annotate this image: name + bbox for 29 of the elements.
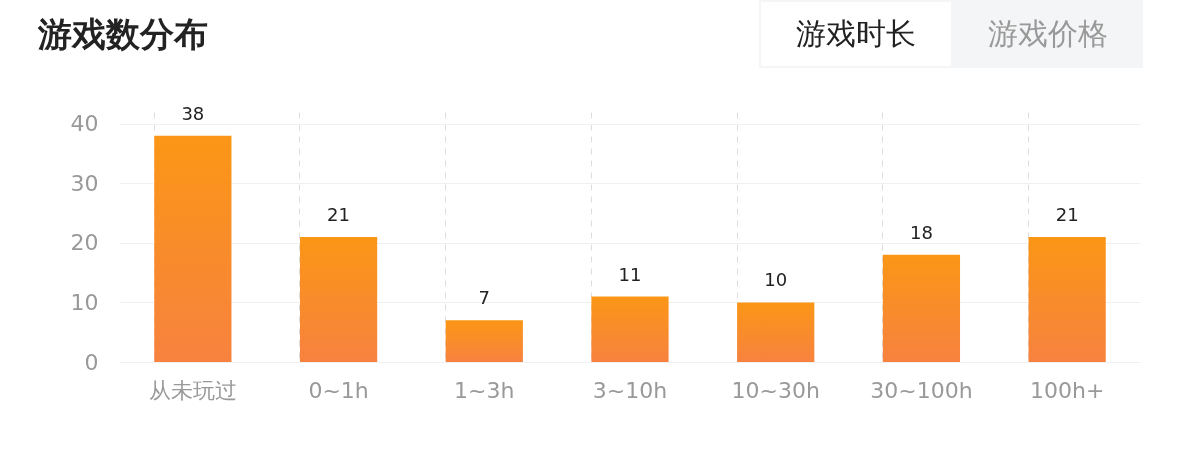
bar [737, 302, 815, 362]
x-tick-label: 从未玩过 [148, 377, 237, 403]
bar [445, 320, 523, 362]
y-tick-label: 0 [84, 349, 99, 375]
bar [591, 296, 669, 362]
bar [1028, 237, 1106, 362]
data-label: 10 [764, 269, 788, 291]
x-tick-label: 1~3h [454, 377, 515, 403]
bar [882, 254, 961, 362]
chart-title: 游戏数分布 [38, 13, 208, 56]
bar [299, 237, 378, 362]
x-tick-label: 100h+ [1029, 377, 1105, 403]
x-tick-label: 10~30h [731, 377, 820, 403]
data-label: 38 [181, 102, 205, 124]
x-tick-label: 30~100h [870, 377, 973, 403]
data-label: 21 [1055, 204, 1079, 225]
y-tick-label: 30 [70, 170, 99, 196]
y-tick-label: 40 [70, 111, 99, 137]
x-tick-label: 0~1h [308, 377, 369, 403]
data-label: 18 [909, 221, 933, 243]
text: 游戏时长 [761, 2, 951, 66]
x-tick-label: 3~10h [592, 377, 668, 403]
text: 游戏价格 [987, 14, 1109, 53]
y-tick-label: 20 [70, 230, 99, 256]
data-label: 21 [327, 204, 351, 225]
data-label: 7 [478, 287, 491, 309]
data-label: 11 [618, 263, 642, 285]
y-tick-label: 10 [70, 289, 99, 315]
bar [154, 135, 232, 362]
